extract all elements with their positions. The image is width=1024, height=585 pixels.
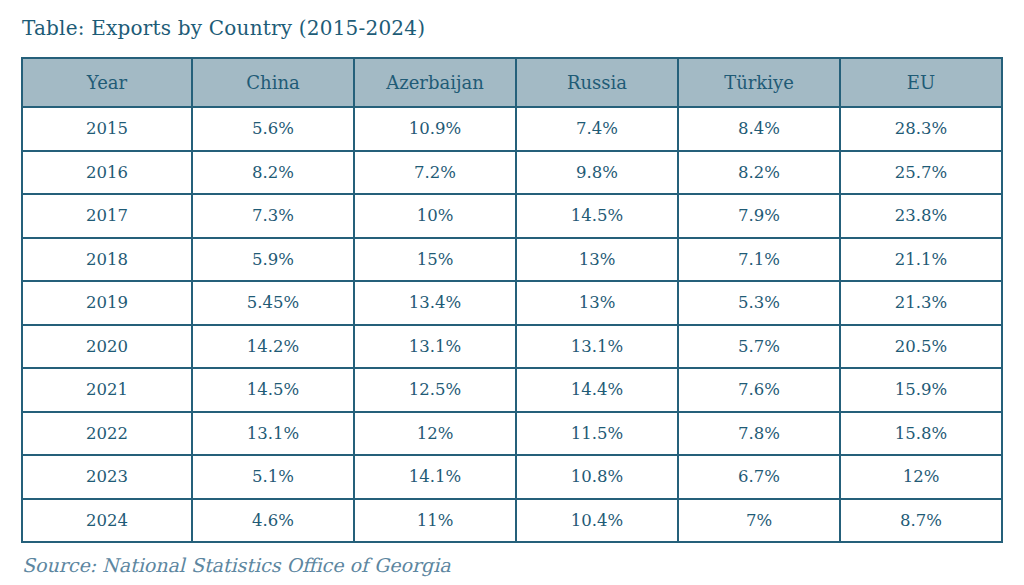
value-cell: 12%	[840, 455, 1002, 499]
table-row: 20235.1%14.1%10.8%6.7%12%	[22, 455, 1002, 499]
table-row: 20168.2%7.2%9.8%8.2%25.7%	[22, 151, 1002, 195]
value-cell: 11.5%	[516, 412, 678, 456]
table-row: 20195.45%13.4%13%5.3%21.3%	[22, 281, 1002, 325]
value-cell: 13.4%	[354, 281, 516, 325]
value-cell: 5.7%	[678, 325, 840, 369]
value-cell: 13.1%	[516, 325, 678, 369]
value-cell: 14.2%	[192, 325, 354, 369]
value-cell: 4.6%	[192, 499, 354, 543]
value-cell: 8.4%	[678, 107, 840, 151]
table-row: 20177.3%10%14.5%7.9%23.8%	[22, 194, 1002, 238]
year-cell: 2020	[22, 325, 192, 369]
value-cell: 15.8%	[840, 412, 1002, 456]
value-cell: 14.5%	[516, 194, 678, 238]
value-cell: 14.4%	[516, 368, 678, 412]
table-row: 20244.6%11%10.4%7%8.7%	[22, 499, 1002, 543]
year-cell: 2024	[22, 499, 192, 543]
value-cell: 7.4%	[516, 107, 678, 151]
value-cell: 14.5%	[192, 368, 354, 412]
column-header-year: Year	[22, 58, 192, 107]
value-cell: 11%	[354, 499, 516, 543]
year-cell: 2022	[22, 412, 192, 456]
column-header-china: China	[192, 58, 354, 107]
table-row: 202114.5%12.5%14.4%7.6%15.9%	[22, 368, 1002, 412]
table-header: YearChinaAzerbaijanRussiaTürkiyeEU	[22, 58, 1002, 107]
value-cell: 10.4%	[516, 499, 678, 543]
value-cell: 13.1%	[354, 325, 516, 369]
year-cell: 2018	[22, 238, 192, 282]
table-row: 20185.9%15%13%7.1%21.1%	[22, 238, 1002, 282]
value-cell: 5.9%	[192, 238, 354, 282]
year-cell: 2019	[22, 281, 192, 325]
value-cell: 25.7%	[840, 151, 1002, 195]
value-cell: 7.1%	[678, 238, 840, 282]
value-cell: 7%	[678, 499, 840, 543]
value-cell: 5.1%	[192, 455, 354, 499]
value-cell: 15.9%	[840, 368, 1002, 412]
value-cell: 14.1%	[354, 455, 516, 499]
column-header-eu: EU	[840, 58, 1002, 107]
value-cell: 6.7%	[678, 455, 840, 499]
page: Table: Exports by Country (2015-2024) Ye…	[0, 0, 1024, 585]
value-cell: 13%	[516, 238, 678, 282]
value-cell: 7.6%	[678, 368, 840, 412]
value-cell: 15%	[354, 238, 516, 282]
value-cell: 10.8%	[516, 455, 678, 499]
table-body: 20155.6%10.9%7.4%8.4%28.3%20168.2%7.2%9.…	[22, 107, 1002, 542]
value-cell: 21.1%	[840, 238, 1002, 282]
value-cell: 21.3%	[840, 281, 1002, 325]
table-row: 20155.6%10.9%7.4%8.4%28.3%	[22, 107, 1002, 151]
value-cell: 5.45%	[192, 281, 354, 325]
column-header-t-rkiye: Türkiye	[678, 58, 840, 107]
value-cell: 7.9%	[678, 194, 840, 238]
value-cell: 5.3%	[678, 281, 840, 325]
exports-table: YearChinaAzerbaijanRussiaTürkiyeEU 20155…	[21, 57, 1003, 543]
table-row: 202213.1%12%11.5%7.8%15.8%	[22, 412, 1002, 456]
column-header-azerbaijan: Azerbaijan	[354, 58, 516, 107]
year-cell: 2016	[22, 151, 192, 195]
value-cell: 23.8%	[840, 194, 1002, 238]
source-caption: Source: National Statistics Office of Ge…	[22, 554, 1003, 576]
value-cell: 7.3%	[192, 194, 354, 238]
table-header-row: YearChinaAzerbaijanRussiaTürkiyeEU	[22, 58, 1002, 107]
column-header-russia: Russia	[516, 58, 678, 107]
value-cell: 7.8%	[678, 412, 840, 456]
table-title: Table: Exports by Country (2015-2024)	[22, 16, 1003, 40]
value-cell: 7.2%	[354, 151, 516, 195]
table-row: 202014.2%13.1%13.1%5.7%20.5%	[22, 325, 1002, 369]
year-cell: 2021	[22, 368, 192, 412]
value-cell: 13.1%	[192, 412, 354, 456]
value-cell: 8.2%	[678, 151, 840, 195]
year-cell: 2017	[22, 194, 192, 238]
value-cell: 10.9%	[354, 107, 516, 151]
year-cell: 2023	[22, 455, 192, 499]
value-cell: 8.7%	[840, 499, 1002, 543]
value-cell: 8.2%	[192, 151, 354, 195]
value-cell: 12%	[354, 412, 516, 456]
value-cell: 5.6%	[192, 107, 354, 151]
value-cell: 12.5%	[354, 368, 516, 412]
value-cell: 28.3%	[840, 107, 1002, 151]
value-cell: 9.8%	[516, 151, 678, 195]
value-cell: 13%	[516, 281, 678, 325]
year-cell: 2015	[22, 107, 192, 151]
value-cell: 10%	[354, 194, 516, 238]
value-cell: 20.5%	[840, 325, 1002, 369]
